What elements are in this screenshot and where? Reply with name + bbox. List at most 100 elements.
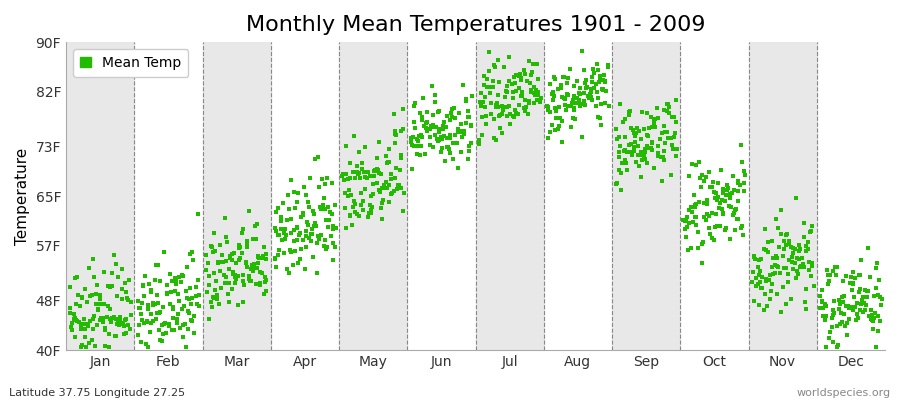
Point <box>119 289 133 296</box>
Point <box>158 320 172 326</box>
Point <box>352 213 366 219</box>
Point <box>608 181 623 187</box>
Point <box>206 249 220 255</box>
Point <box>286 227 301 234</box>
Point <box>856 294 870 301</box>
Point <box>653 136 668 142</box>
Point <box>299 233 313 240</box>
Point <box>251 260 266 266</box>
Point <box>530 60 544 67</box>
Point <box>703 184 717 190</box>
Point <box>86 313 101 320</box>
Point <box>106 314 121 321</box>
Point <box>211 258 225 265</box>
Point <box>450 140 464 146</box>
Point <box>644 124 659 130</box>
Point <box>121 322 135 328</box>
Point <box>486 84 500 91</box>
Point <box>517 67 531 73</box>
Point <box>269 208 284 215</box>
Point <box>848 274 862 281</box>
Point <box>490 100 504 106</box>
Bar <box>749 42 817 350</box>
Point <box>554 84 569 91</box>
Point <box>224 286 238 292</box>
Point <box>338 224 353 231</box>
Point <box>479 113 493 119</box>
Point <box>474 114 489 120</box>
Point <box>98 343 112 350</box>
Point <box>578 102 592 109</box>
Point <box>860 288 875 294</box>
Point <box>551 126 565 132</box>
Point <box>567 116 581 122</box>
Point <box>725 190 740 196</box>
Point <box>637 126 652 132</box>
Point <box>271 231 285 238</box>
Point <box>530 96 544 103</box>
Point <box>103 316 117 323</box>
Point <box>586 66 600 72</box>
Point <box>327 257 341 263</box>
Point <box>504 81 518 88</box>
Point <box>319 246 333 252</box>
Point <box>414 132 428 138</box>
Point <box>404 139 419 146</box>
Point <box>176 302 191 309</box>
Point <box>419 119 434 125</box>
Point <box>842 280 857 286</box>
Point <box>110 320 124 327</box>
Point <box>337 177 351 184</box>
Point <box>769 216 783 222</box>
Point <box>326 226 340 233</box>
Point <box>363 202 377 208</box>
Point <box>723 190 737 197</box>
Point <box>784 296 798 302</box>
Point <box>479 121 493 127</box>
Point <box>561 75 575 81</box>
Point <box>235 230 249 236</box>
Point <box>804 228 818 234</box>
Point <box>459 96 473 102</box>
Point <box>428 92 442 98</box>
Point <box>610 180 625 187</box>
Point <box>308 220 322 226</box>
Point <box>850 300 864 306</box>
Point <box>301 219 315 226</box>
Point <box>629 158 643 165</box>
Point <box>347 198 362 204</box>
Point <box>244 278 258 285</box>
Point <box>118 316 132 323</box>
Point <box>304 226 319 232</box>
Point <box>413 152 428 158</box>
Point <box>91 306 105 312</box>
Point <box>613 143 627 149</box>
Point <box>79 344 94 350</box>
Point <box>440 112 454 119</box>
Point <box>512 102 526 108</box>
Point <box>622 112 636 118</box>
Point <box>296 212 310 218</box>
Point <box>848 304 862 310</box>
Point <box>251 254 266 260</box>
Point <box>660 128 674 135</box>
Point <box>789 274 804 281</box>
Point <box>358 144 373 150</box>
Point <box>452 129 466 136</box>
Point <box>226 271 240 277</box>
Point <box>500 83 514 89</box>
Point <box>628 139 643 146</box>
Point <box>259 250 274 257</box>
Point <box>304 231 319 237</box>
Point <box>336 171 350 177</box>
Point <box>390 186 404 192</box>
Point <box>341 176 356 182</box>
Point <box>439 135 454 142</box>
Point <box>210 296 224 302</box>
Point <box>74 326 88 332</box>
Point <box>614 186 628 193</box>
Point <box>167 288 182 294</box>
Point <box>495 103 509 109</box>
Point <box>786 259 800 265</box>
Point <box>279 217 293 223</box>
